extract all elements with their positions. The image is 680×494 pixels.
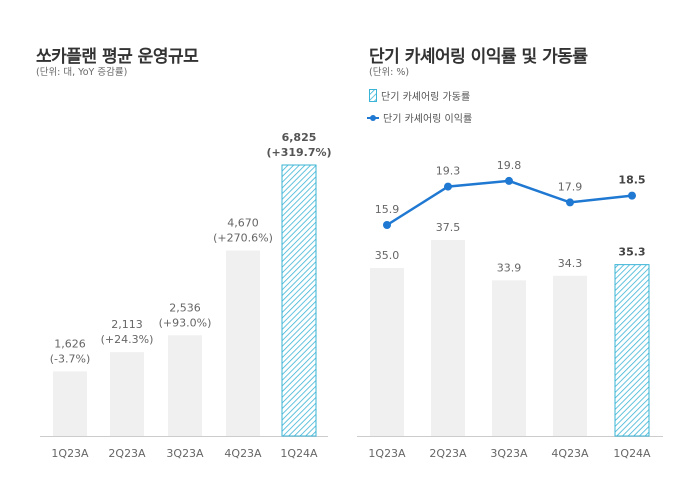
bar-3Q23A xyxy=(168,335,202,436)
bar-2Q23A xyxy=(431,240,465,436)
line-value-label: 19.3 xyxy=(436,165,461,178)
bar-value-label: 35.0 xyxy=(375,249,400,262)
x-tick-label: 1Q24A xyxy=(613,447,651,460)
yoy-label: (+93.0%) xyxy=(159,316,212,329)
bar-value-label: 35.3 xyxy=(618,246,645,259)
x-tick-label: 3Q23A xyxy=(166,447,204,460)
bar-2Q23A xyxy=(110,352,144,436)
line-point-3Q23A xyxy=(505,176,513,185)
value-label: 2,536 xyxy=(169,301,201,314)
line-point-1Q24A xyxy=(628,191,636,200)
line-value-label: 15.9 xyxy=(375,203,400,216)
bar-1Q24A xyxy=(281,164,317,437)
yoy-label: (+319.7%) xyxy=(266,146,331,159)
right-chart-unit: (단위: %) xyxy=(369,67,410,78)
line-value-label: 19.8 xyxy=(497,159,522,172)
legend-item-bar: 단기 카셰어링 가동률 xyxy=(369,88,470,103)
bar-value-label: 37.5 xyxy=(436,221,461,234)
value-label: 4,670 xyxy=(227,217,259,230)
x-tick-label: 4Q23A xyxy=(224,447,262,460)
bar-1Q23A xyxy=(370,268,404,436)
line-value-label: 17.9 xyxy=(558,180,583,193)
right-chart-title: 단기 카셰어링 이익률 및 가동률 xyxy=(369,47,588,67)
bar-4Q23A xyxy=(553,275,587,436)
line-value-label: 18.5 xyxy=(618,174,645,187)
bar-value-label: 34.3 xyxy=(558,257,583,270)
bar-4Q23A xyxy=(226,250,260,436)
yoy-label: (+270.6%) xyxy=(213,232,273,245)
left-chart-unit: (단위: 대, YoY 증감률) xyxy=(36,67,128,78)
line-series xyxy=(386,179,633,227)
yoy-label: (+24.3%) xyxy=(101,333,154,346)
left-chart-title: 쏘카플랜 평균 운영규모 xyxy=(36,47,199,67)
line-point-4Q23A xyxy=(566,198,574,207)
legend-item-line: 단기 카셰어링 이익률 xyxy=(367,110,472,125)
line-marker-icon xyxy=(367,114,379,121)
legend-label-bar: 단기 카셰어링 가동률 xyxy=(381,92,471,103)
x-tick-label: 3Q23A xyxy=(490,447,528,460)
bar-1Q23A xyxy=(53,371,87,436)
line-point-2Q23A xyxy=(444,182,452,191)
line-point-1Q23A xyxy=(383,221,391,229)
x-tick-label: 4Q23A xyxy=(551,447,589,460)
bar-1Q24A xyxy=(614,264,650,437)
hatch-swatch-icon xyxy=(369,89,377,102)
x-tick-label: 2Q23A xyxy=(108,447,146,460)
yoy-label: (-3.7%) xyxy=(50,352,91,365)
x-tick-label: 2Q23A xyxy=(429,447,467,460)
x-tick-label: 1Q23A xyxy=(368,447,406,460)
x-tick-label: 1Q24A xyxy=(280,447,318,460)
value-label: 6,825 xyxy=(282,131,317,144)
x-tick-label: 1Q23A xyxy=(51,447,89,460)
value-label: 2,113 xyxy=(111,318,143,331)
bar-3Q23A xyxy=(492,280,526,436)
value-label: 1,626 xyxy=(54,337,86,350)
legend-label-line: 단기 카셰어링 이익률 xyxy=(383,114,473,125)
bar-value-label: 33.9 xyxy=(497,261,522,274)
